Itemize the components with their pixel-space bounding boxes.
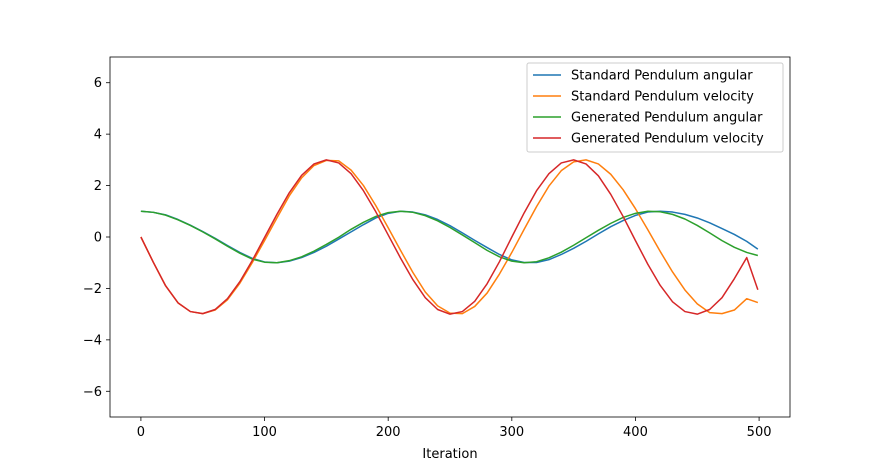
- series-line-3: [140, 210, 759, 264]
- x-tick-label: 100: [252, 425, 277, 440]
- x-tick-label: 300: [499, 425, 524, 440]
- y-tick-label: 0: [94, 231, 102, 246]
- y-tick-label: −4: [83, 333, 102, 348]
- legend-label: Generated Pendulum angular: [571, 111, 763, 126]
- y-tick-label: 2: [94, 179, 102, 194]
- x-tick-label: 0: [137, 425, 145, 440]
- x-tick-label: 400: [623, 425, 648, 440]
- legend-label: Standard Pendulum angular: [571, 69, 753, 84]
- axes: 0 100 200 300 400 500 −6 −4 −2 0 2 4 6: [83, 56, 791, 440]
- series-line-4: [140, 159, 759, 315]
- y-tick-label: 4: [94, 128, 102, 143]
- plot-area: [140, 159, 759, 315]
- legend-label: Generated Pendulum velocity: [571, 132, 764, 147]
- y-tick-label: −2: [83, 282, 102, 297]
- legend: Standard Pendulum angular Standard Pendul…: [526, 62, 784, 153]
- y-tick-label: 6: [94, 76, 102, 91]
- legend-box: [526, 62, 784, 153]
- x-axis-label: Iteration: [422, 447, 477, 462]
- series-line-2: [140, 159, 759, 315]
- legend-label: Standard Pendulum velocity: [571, 90, 754, 105]
- y-tick-label: −6: [83, 385, 102, 400]
- x-tick-label: 500: [747, 425, 772, 440]
- x-tick-label: 200: [376, 425, 401, 440]
